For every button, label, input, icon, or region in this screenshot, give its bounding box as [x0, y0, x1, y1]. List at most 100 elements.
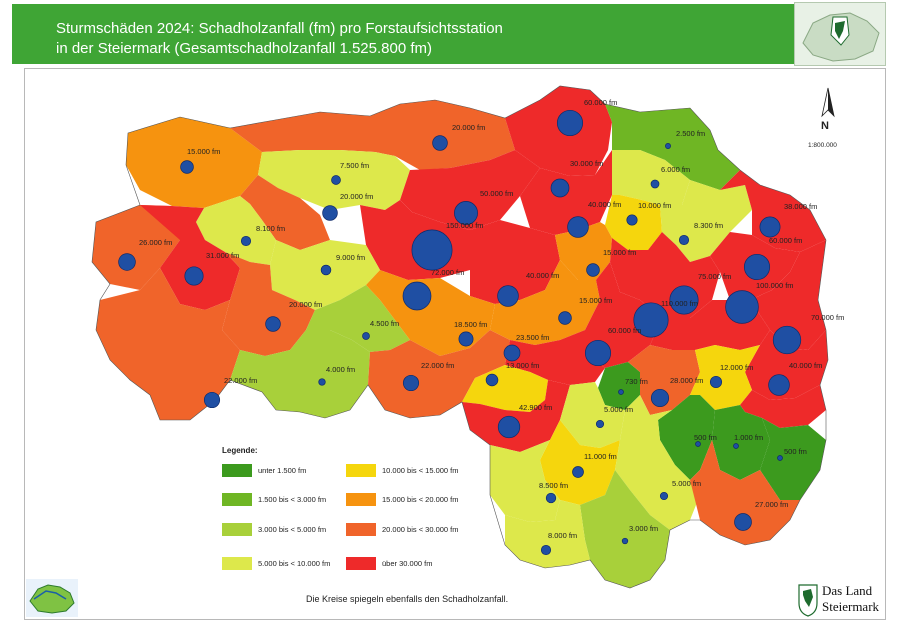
station-damage-circle	[485, 373, 499, 387]
station-damage-circle	[320, 264, 332, 276]
station-damage-circle	[432, 135, 448, 151]
district-polygon	[196, 196, 276, 265]
station-damage-circle	[743, 253, 771, 281]
station-damage-label: 20.000 fm	[340, 192, 373, 201]
station-damage-label: 38.000 fm	[784, 202, 817, 211]
station-damage-label: 12.000 fm	[720, 363, 753, 372]
district-polygon	[222, 252, 315, 356]
district-polygon	[605, 104, 740, 190]
station-damage-label: 110.000 fm	[661, 299, 698, 308]
station-damage-label: 60.000 fm	[584, 98, 617, 107]
legend-label: 10.000 bis < 15.000 fm	[382, 466, 459, 475]
station-damage-label: 60.000 fm	[769, 236, 802, 245]
station-damage-circle	[550, 178, 570, 198]
station-damage-label: 500 fm	[694, 433, 717, 442]
styria-map-emblem-icon	[802, 12, 880, 62]
station-damage-label: 40.000 fm	[789, 361, 822, 370]
station-damage-label: 23.500 fm	[516, 333, 549, 342]
station-damage-label: 42.900 fm	[519, 403, 552, 412]
map-scale: 1:800.000	[808, 142, 837, 149]
station-damage-circle	[240, 235, 252, 247]
station-damage-circle	[331, 175, 341, 185]
station-damage-circle	[734, 513, 752, 531]
station-damage-circle	[180, 160, 194, 174]
district-polygon	[140, 205, 240, 310]
title-banner: Sturmschäden 2024: Schadholzanfall (fm) …	[12, 4, 884, 64]
station-damage-circle	[545, 492, 557, 504]
station-damage-circle	[184, 266, 204, 286]
station-damage-label: 20.000 fm	[289, 300, 322, 309]
das-land-steiermark-brand: Das Land Steiermark	[822, 583, 884, 615]
station-damage-label: 20.000 fm	[452, 123, 485, 132]
district-polygon	[505, 330, 605, 385]
district-polygon	[126, 117, 262, 208]
station-damage-label: 22.000 fm	[421, 361, 454, 370]
district-polygon	[490, 440, 560, 522]
legend-swatch	[222, 464, 252, 477]
station-damage-circle	[203, 391, 221, 409]
station-damage-circle	[318, 378, 326, 386]
station-damage-circle	[669, 285, 699, 315]
station-damage-circle	[759, 216, 781, 238]
station-damage-circle	[595, 419, 605, 429]
district-polygon	[470, 220, 560, 304]
station-damage-label: 72.000 fm	[431, 268, 464, 277]
station-damage-circle	[659, 491, 669, 501]
station-damage-label: 730 fm	[625, 377, 648, 386]
district-polygon	[628, 345, 700, 415]
state-outline	[91, 85, 829, 589]
station-damage-circle	[768, 374, 790, 396]
district-polygon	[96, 268, 240, 420]
legend-label: über 30.000 fm	[382, 559, 433, 568]
district-polygon	[750, 240, 826, 350]
station-damage-label: 40.000 fm	[526, 271, 559, 280]
station-damage-label: 11.000 fm	[584, 452, 617, 461]
brand-line2: Steiermark	[822, 599, 880, 614]
station-damage-circle	[572, 466, 584, 478]
station-damage-circle	[650, 388, 670, 408]
station-damage-circle	[322, 205, 338, 221]
station-damage-circle	[709, 375, 723, 389]
district-polygon	[658, 395, 715, 480]
station-damage-label: 150.000 fm	[446, 221, 484, 230]
station-damage-circle	[556, 109, 584, 137]
station-damage-label: 31.000 fm	[206, 251, 239, 260]
district-polygon	[505, 500, 590, 568]
district-polygon	[462, 380, 570, 452]
district-polygon	[612, 150, 690, 205]
station-damage-label: 15.000 fm	[187, 147, 220, 156]
station-damage-circle	[695, 441, 701, 447]
district-polygon	[540, 420, 620, 505]
station-damage-circle	[772, 325, 802, 355]
station-damage-circle	[584, 339, 612, 367]
station-damage-label: 26.000 fm	[139, 238, 172, 247]
station-damage-label: 7.500 fm	[340, 161, 369, 170]
district-polygon	[230, 330, 370, 418]
station-damage-label: 6.000 fm	[661, 165, 690, 174]
legend-label: 15.000 bis < 20.000 fm	[382, 495, 459, 504]
station-damage-circle	[411, 229, 453, 271]
station-damage-circle	[678, 234, 690, 246]
legend-swatch	[222, 557, 252, 570]
station-damage-circle	[586, 263, 600, 277]
station-damage-circle	[402, 374, 420, 392]
district-polygon	[712, 405, 770, 480]
legend-swatch	[346, 523, 376, 536]
legend-swatch	[222, 523, 252, 536]
station-damage-label: 28.000 fm	[670, 376, 703, 385]
district-polygon	[240, 175, 330, 250]
station-damage-circle	[402, 281, 432, 311]
station-damage-circle	[458, 331, 474, 347]
legend-swatch	[222, 493, 252, 506]
station-damage-label: 40.000 fm	[588, 200, 621, 209]
district-polygon	[580, 470, 670, 588]
district-polygon	[462, 365, 548, 412]
legend-label: 20.000 bis < 30.000 fm	[382, 525, 459, 534]
station-damage-circle	[618, 389, 624, 395]
station-damage-label: 13.000 fm	[506, 361, 539, 370]
station-damage-label: 3.000 fm	[629, 524, 658, 533]
station-damage-label: 5.000 fm	[672, 479, 701, 488]
station-damage-label: 5.000 fm	[604, 405, 633, 414]
station-damage-label: 22.000 fm	[224, 376, 257, 385]
legend-title: Legende:	[222, 446, 258, 455]
